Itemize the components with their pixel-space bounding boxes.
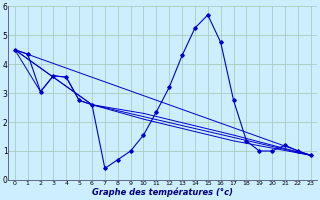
X-axis label: Graphe des températures (°c): Graphe des températures (°c) xyxy=(92,188,233,197)
